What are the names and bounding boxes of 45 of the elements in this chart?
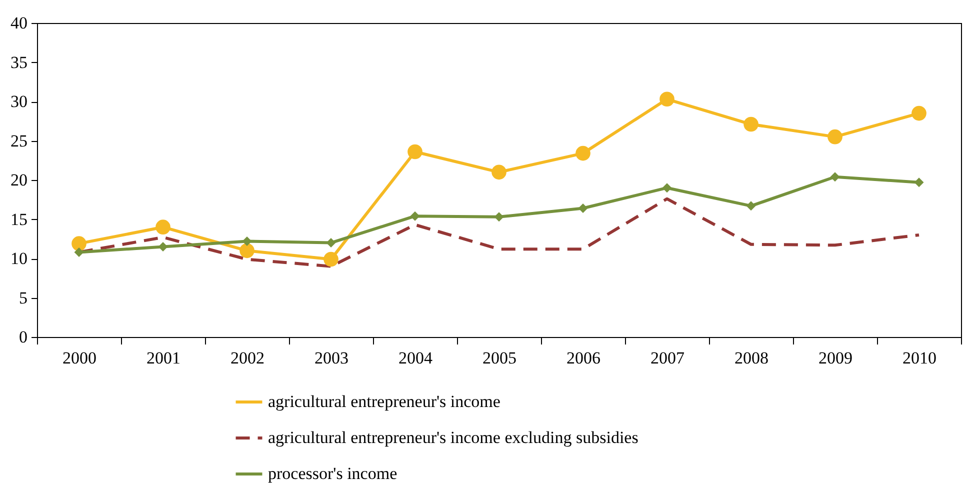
point [156, 220, 170, 234]
point [830, 172, 840, 182]
point [576, 146, 590, 161]
point [74, 247, 84, 257]
y-tick-label: 5 [19, 288, 28, 308]
x-tick-label: 2010 [902, 348, 936, 368]
y-tick-label: 30 [10, 92, 28, 111]
point [324, 252, 338, 267]
x-tick-label: 2006 [566, 348, 600, 368]
point [744, 116, 758, 132]
x-tick-label: 2007 [650, 348, 685, 368]
point [240, 243, 254, 258]
point [578, 204, 588, 214]
point [494, 212, 504, 222]
point [408, 144, 422, 160]
y-tick-label: 35 [10, 52, 28, 72]
y-tick-label: 20 [10, 170, 28, 190]
point [326, 238, 336, 248]
x-tick-label: 2000 [62, 348, 96, 368]
point [660, 92, 674, 107]
x-tick-label: 2001 [146, 348, 180, 368]
x-tick-label: 2004 [398, 348, 433, 368]
x-tick-label: 2005 [482, 348, 516, 368]
y-tick-label: 0 [19, 328, 28, 346]
point [912, 106, 926, 121]
y-tick-label: 25 [10, 131, 28, 150]
y-tick-label: 15 [10, 210, 28, 229]
point [410, 211, 420, 221]
x-tick-label: 2008 [734, 348, 768, 368]
legend-label: agricultural entrepreneur's income [268, 392, 500, 411]
x-tick-label: 2002 [230, 348, 264, 368]
point [492, 164, 506, 180]
point [242, 236, 252, 246]
point [914, 178, 924, 188]
point [158, 242, 168, 252]
point [662, 183, 672, 193]
x-tick-label: 2003 [314, 348, 348, 368]
point [828, 129, 842, 144]
legend-label: processor's income [268, 464, 398, 483]
point [746, 201, 756, 211]
y-tick-label: 10 [10, 249, 28, 268]
y-tick-label: 40 [10, 14, 28, 32]
x-tick-label: 2009 [818, 348, 852, 368]
legend-label: agricultural entrepreneur's income excluding subsidies [268, 428, 638, 447]
point [72, 236, 86, 251]
